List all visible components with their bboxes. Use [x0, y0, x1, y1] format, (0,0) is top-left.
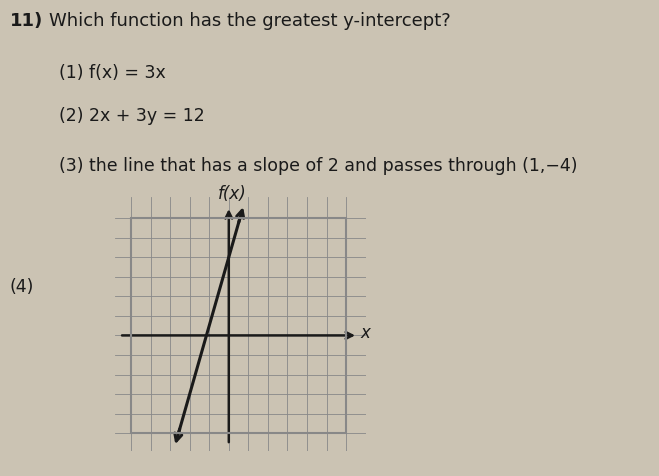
- Text: x: x: [361, 325, 371, 342]
- Text: Which function has the greatest y-intercept?: Which function has the greatest y-interc…: [49, 12, 451, 30]
- Text: (4): (4): [10, 278, 34, 297]
- Bar: [131, 218, 346, 433]
- Text: (2) 2x + 3y = 12: (2) 2x + 3y = 12: [59, 107, 205, 125]
- Text: (3) the line that has a slope of 2 and passes through (1,−4): (3) the line that has a slope of 2 and p…: [59, 157, 578, 175]
- Text: 11): 11): [10, 12, 43, 30]
- Text: f(x): f(x): [218, 185, 247, 203]
- Text: (1) f(x) = 3x: (1) f(x) = 3x: [59, 64, 166, 82]
